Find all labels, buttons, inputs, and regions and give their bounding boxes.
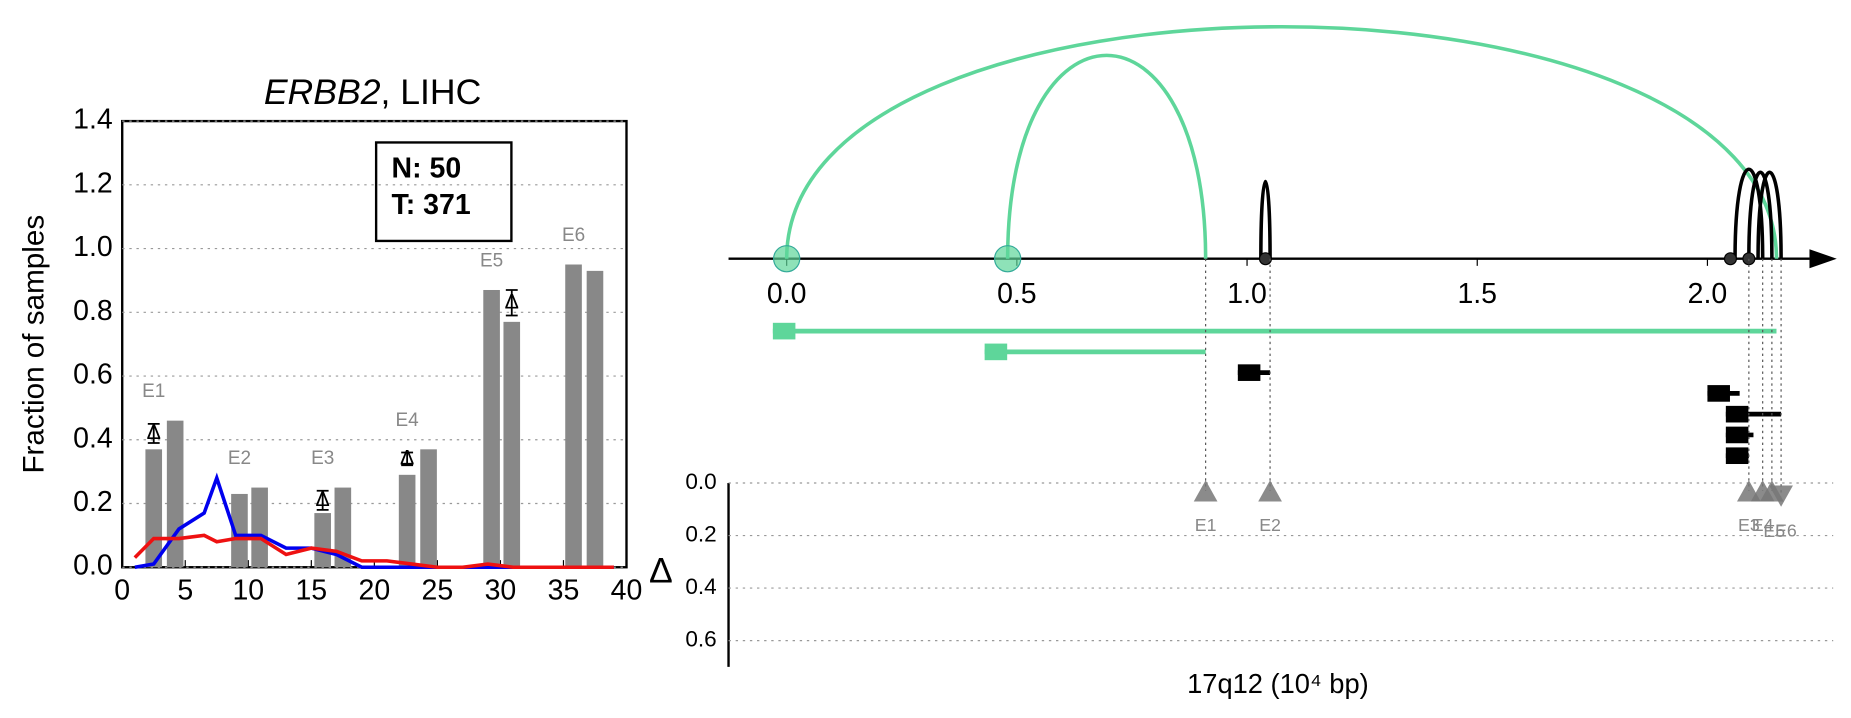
delta-marker xyxy=(1769,485,1793,507)
node xyxy=(1742,252,1756,266)
axis-arrow xyxy=(1809,249,1837,269)
delta-marker: Δ xyxy=(505,289,519,313)
x-tick-label: 0.0 xyxy=(767,278,807,310)
exon-label: E4 xyxy=(396,410,419,431)
segment-start xyxy=(1725,405,1749,423)
y-tick-label: 1.2 xyxy=(73,167,113,199)
y-tick-label: 0.6 xyxy=(73,359,113,391)
segment-start xyxy=(984,343,1008,361)
x-tick-label: 0.5 xyxy=(997,278,1037,310)
title-rest: , LIHC xyxy=(380,72,481,112)
arc xyxy=(1005,53,1208,259)
exon-label: E3 xyxy=(311,448,334,469)
arc xyxy=(1756,170,1783,259)
y-tick-label: 0.4 xyxy=(685,574,716,599)
bar xyxy=(334,487,352,568)
title-gene: ERBB2 xyxy=(264,72,381,112)
marker-label: E4 xyxy=(1752,515,1774,535)
y-axis-label: Δ xyxy=(649,551,673,591)
node xyxy=(1258,252,1272,266)
error-bar xyxy=(505,289,518,317)
y-tick-label: 0.0 xyxy=(685,469,716,494)
x-tick-label: 0 xyxy=(114,575,130,607)
y-tick-label: 1.0 xyxy=(73,231,113,263)
segment-start xyxy=(1725,426,1749,444)
delta-marker xyxy=(1193,480,1218,502)
segment-start xyxy=(1707,385,1730,402)
segment-start xyxy=(772,322,796,340)
x-tick-label: 1.5 xyxy=(1457,278,1497,310)
arc xyxy=(784,25,1779,259)
arc xyxy=(1733,167,1765,259)
exon-label: E1 xyxy=(142,381,165,402)
bar xyxy=(586,270,604,568)
marker-label: E1 xyxy=(1195,515,1217,535)
x-tick-label: 20 xyxy=(359,575,391,607)
bar xyxy=(251,487,268,568)
x-tick-label: 40 xyxy=(611,575,643,607)
x-tick-label: 25 xyxy=(422,575,454,607)
marker-label: E3 xyxy=(1738,515,1760,535)
bar xyxy=(483,289,500,568)
arc xyxy=(1259,180,1272,259)
y-tick-label: 0.2 xyxy=(685,521,716,546)
bar xyxy=(398,474,416,568)
bar xyxy=(314,513,331,568)
exon-label: E5 xyxy=(480,251,503,272)
marker-label: E5 xyxy=(1763,521,1785,541)
y-tick-label: 0.2 xyxy=(73,486,113,518)
delta-marker: Δ xyxy=(147,420,161,444)
chart-title: ERBB2, LIHC xyxy=(264,72,482,112)
x-tick-label: 15 xyxy=(295,575,327,607)
x-tick-label: 5 xyxy=(177,575,193,607)
annotation-box xyxy=(374,141,513,243)
error-bar xyxy=(316,489,329,511)
y-tick-label: 1.4 xyxy=(73,104,113,136)
x-tick-label: 10 xyxy=(232,575,264,607)
line xyxy=(133,533,614,570)
annotation: N: 50 xyxy=(392,152,462,184)
delta-marker xyxy=(1258,480,1282,502)
exon-label: E2 xyxy=(228,448,251,469)
marker-label: E2 xyxy=(1259,515,1281,535)
x-tick-label: 1.0 xyxy=(1227,278,1267,310)
delta-marker: Δ xyxy=(316,487,330,511)
node xyxy=(1723,252,1737,266)
bar xyxy=(420,449,437,568)
y-tick-label: 0.4 xyxy=(73,422,113,454)
y-tick-label: 0.0 xyxy=(73,550,113,582)
marker-label: E6 xyxy=(1775,520,1797,540)
y-tick-label: 0.6 xyxy=(685,627,716,652)
bar xyxy=(231,493,248,568)
plot-frame xyxy=(121,119,628,569)
delta-marker: Δ xyxy=(400,446,414,470)
bar xyxy=(503,321,521,568)
y-axis-label: Fraction of samples xyxy=(17,215,50,474)
x-tick-label: 30 xyxy=(485,575,517,607)
node xyxy=(773,245,801,273)
exon-label: E6 xyxy=(562,225,585,246)
error-bar xyxy=(401,451,414,467)
arc xyxy=(1747,170,1774,259)
line xyxy=(134,472,614,570)
y-tick-label: 0.8 xyxy=(73,295,113,327)
x-axis-label: 17q12 (10⁴ bp) xyxy=(1187,668,1369,699)
annotation: T: 371 xyxy=(392,189,471,221)
node xyxy=(994,245,1022,273)
x-tick-label: 2.0 xyxy=(1688,278,1728,310)
error-bar xyxy=(147,422,160,444)
bar xyxy=(565,264,582,568)
segment-start xyxy=(1237,364,1261,381)
bar xyxy=(145,449,163,568)
x-tick-label: 35 xyxy=(548,575,580,607)
segment-start xyxy=(1725,447,1749,465)
